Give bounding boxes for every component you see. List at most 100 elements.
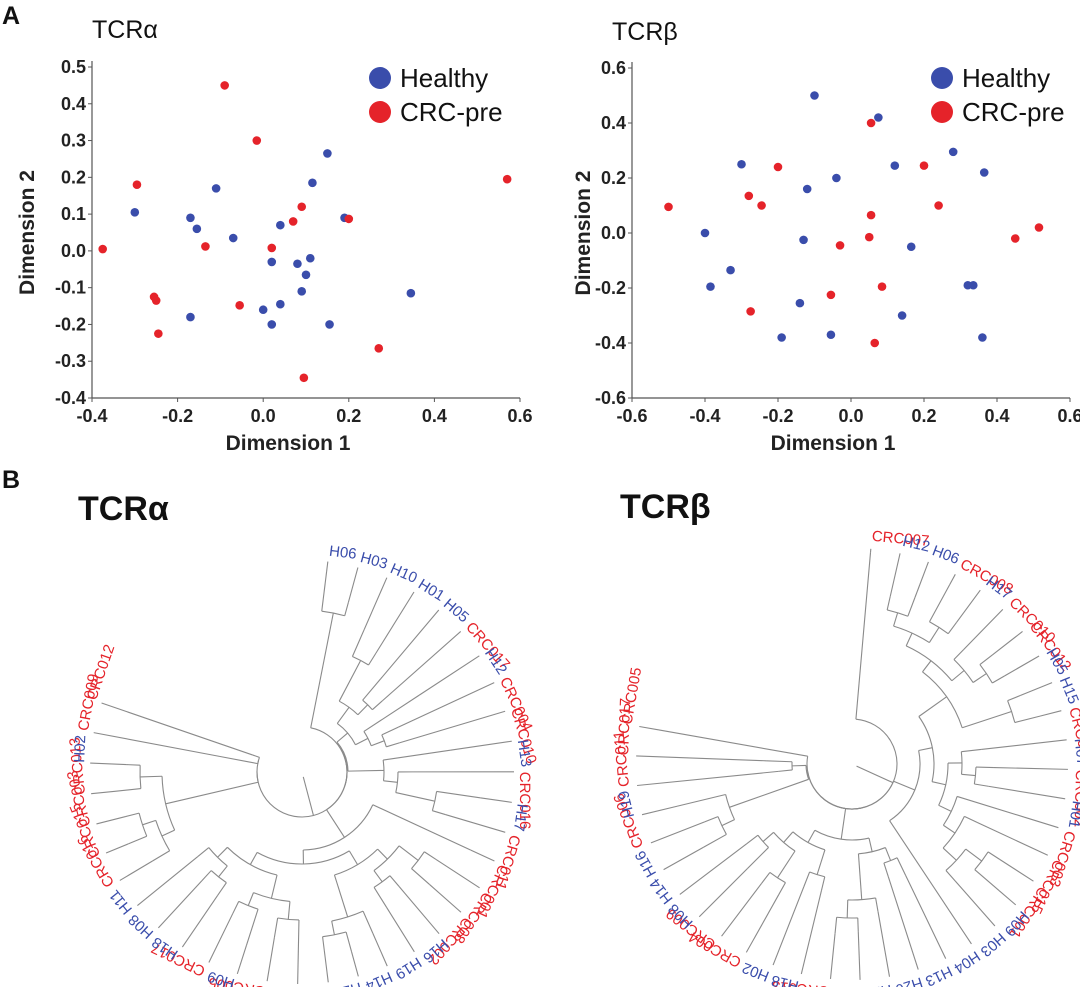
dendrogram-branch (297, 933, 300, 984)
dendrogram-branch (1004, 655, 1040, 677)
data-point-healthy (293, 259, 302, 269)
dendrogram-branch (721, 883, 762, 937)
dendrogram-branch (943, 824, 956, 834)
dendrogram-branch (435, 858, 480, 889)
data-point-crc-pre (877, 282, 887, 291)
dendrogram-branch (857, 917, 859, 932)
dendrogram-branch (383, 749, 451, 761)
dendrogram-branch (323, 950, 329, 983)
dendrogram-branch (114, 788, 141, 792)
dendrogram-branch (956, 795, 1025, 818)
dendrogram-branch (418, 655, 480, 696)
dendrogram-branch (762, 831, 774, 842)
dendrogram-arc (362, 699, 373, 711)
dendrogram-branch (778, 769, 793, 772)
dendrogram-leaf-label: CRC005 (619, 666, 646, 726)
dendrogram-branch (398, 886, 440, 935)
dendrogram-branch (382, 631, 462, 701)
dendrogram-arc (139, 765, 142, 789)
dendrogram-branch (218, 865, 228, 878)
dendrogram-leaf-label: H19 (392, 954, 424, 983)
data-point-crc-pre (773, 162, 783, 172)
dendrogram-branch (886, 596, 891, 611)
x-tick-label: 0.6 (507, 406, 532, 426)
dendrogram-branch (380, 609, 440, 680)
dendrogram-branch (987, 851, 1001, 860)
dendrogram-leaf-label: CRC017 (615, 698, 634, 756)
data-point-healthy (258, 305, 268, 315)
dendrogram-arc (820, 718, 898, 810)
dendrogram-branch (992, 675, 1005, 684)
dendrogram-root (302, 776, 314, 816)
dendrogram-leaf-label: H20 (893, 973, 924, 987)
x-tick-label: 0.0 (251, 406, 276, 426)
data-point-crc-pre (299, 373, 309, 383)
data-point-healthy (192, 224, 202, 234)
dendrogram-branch (877, 911, 891, 977)
dendrogram-leaf-label: H07 (1071, 737, 1080, 766)
dendrogram-branch (979, 654, 993, 666)
dendrogram-branch (197, 847, 210, 857)
dendrogram-branch (362, 910, 374, 934)
dendrogram-branch (981, 739, 1067, 750)
x-tick-label: -0.2 (162, 406, 193, 426)
dendrogram-branch (961, 748, 982, 753)
data-point-healthy (406, 288, 416, 298)
dendrogram-branch (1039, 710, 1062, 717)
dendrogram-branch (411, 868, 430, 885)
data-point-healthy (874, 113, 883, 122)
dendrogram-branch (350, 951, 359, 977)
data-point-crc-pre (267, 243, 277, 253)
data-point-crc-pre (502, 174, 512, 184)
dendrogram-branch (953, 649, 965, 660)
dendrogram-branch (348, 850, 359, 865)
dendrogram-leaf-label: H01 (1065, 800, 1080, 830)
y-tick-label: 0.0 (601, 223, 626, 243)
dendrogram-branch (181, 895, 218, 948)
data-point-healthy (305, 253, 315, 263)
dendrogram-branch (480, 797, 512, 803)
dendrogram-branch (1007, 694, 1021, 702)
y-tick-label: 0.4 (601, 113, 626, 133)
dendrogram-leaf-label: H08 (125, 911, 157, 942)
dendrogram-branch (945, 870, 956, 882)
dendrogram-branch (363, 577, 388, 630)
dendrogram-arc (807, 772, 846, 810)
dendrogram-branch (803, 871, 811, 888)
data-point-crc-pre (297, 202, 307, 212)
dendrogram-branch (931, 781, 946, 786)
dendrogram-branch (397, 682, 495, 728)
dendrogram-branch (974, 783, 989, 787)
dendrogram-branch (947, 622, 957, 634)
dendrogram-branch (429, 884, 462, 913)
dendrogram-branch (893, 612, 899, 627)
y-tick-label: -0.3 (55, 351, 86, 371)
dendrogram-branch (142, 819, 156, 826)
x-tick-label: 0.2 (911, 406, 936, 426)
y-tick-label: -0.4 (595, 333, 626, 353)
data-point-healthy (897, 311, 907, 320)
dendrogram-branch (450, 740, 512, 751)
dendrogram-branch (999, 859, 1034, 882)
y-tick-label: 0.4 (61, 94, 86, 114)
dendrogram-leaf-label: H02 (740, 959, 772, 985)
dendrogram-branch (247, 892, 254, 906)
dendrogram-branch (338, 660, 362, 702)
dendrogram-branch (948, 910, 972, 945)
dendrogram-branch (639, 725, 660, 731)
dendrogram-branch (766, 760, 793, 763)
dendrogram-branch (399, 710, 506, 744)
dendrogram-arc (381, 734, 387, 747)
legend-marker (931, 101, 953, 123)
dendrogram-title: TCRα (78, 490, 169, 528)
x-tick-label: 0.4 (984, 406, 1009, 426)
dendrogram-branch (857, 853, 863, 900)
dendrogram-branch (93, 732, 220, 757)
dendrogram-arc (806, 756, 862, 810)
dendrogram-branch (703, 833, 727, 848)
dendrogram-branch (698, 868, 748, 918)
data-point-crc-pre (664, 202, 673, 212)
dendrogram-branch (868, 837, 873, 852)
data-point-healthy (777, 333, 786, 342)
dendrogram-leaf-label: CRC012 (84, 642, 119, 702)
